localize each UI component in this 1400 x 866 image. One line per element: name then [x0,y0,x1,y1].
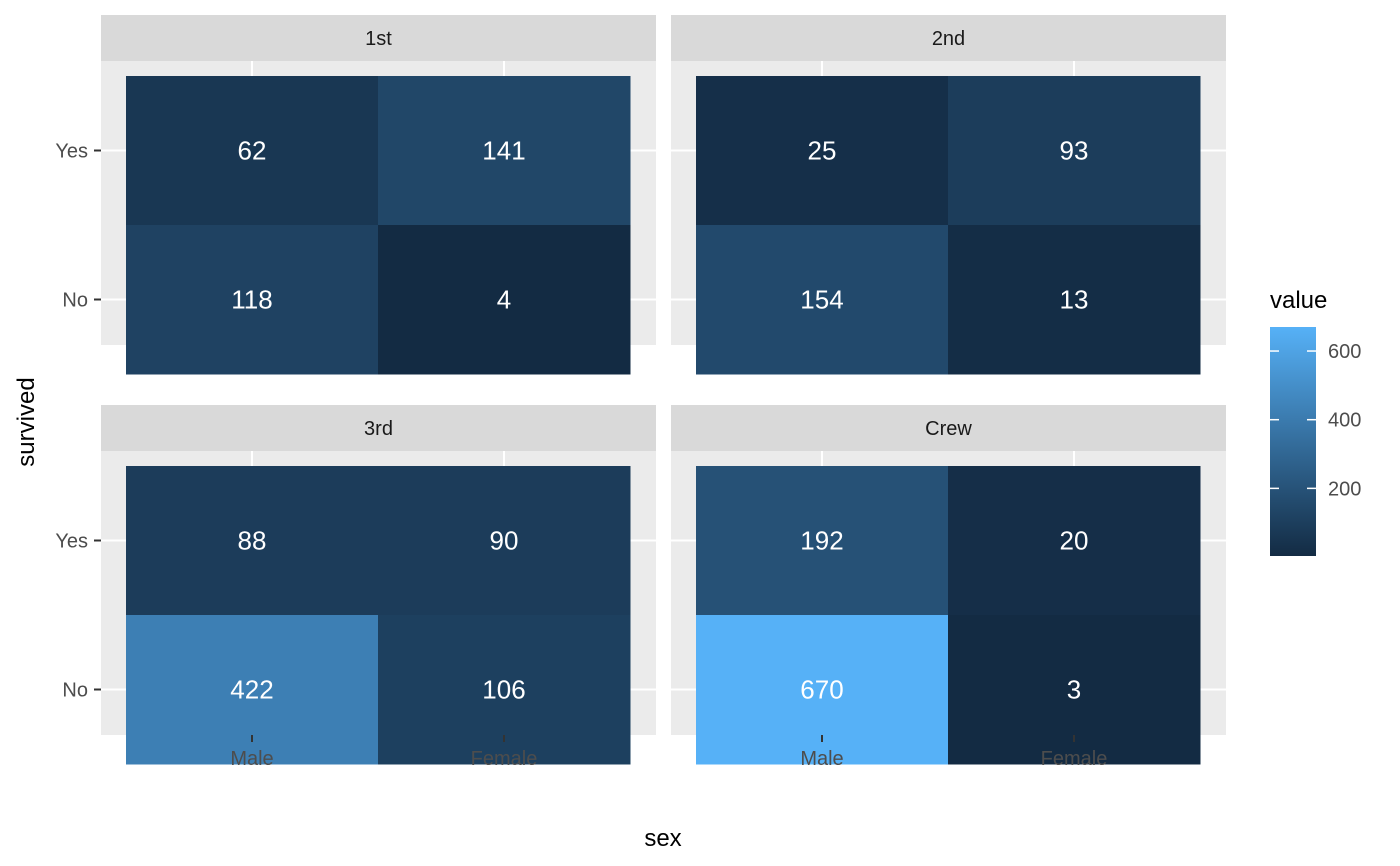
x-tick-label: Male [230,748,273,770]
cell-value-label: 13 [1060,285,1089,315]
cell-value-label: 192 [800,526,843,556]
cell-value-label: 88 [238,526,267,556]
y-tick-label: No [62,290,88,312]
legend-tick-label: 400 [1328,410,1361,432]
legend-colorbar [1270,327,1316,556]
x-tick-label: Male [800,748,843,770]
cell-value-label: 4 [497,285,511,315]
facet-strip-label: Crew [925,418,972,440]
y-tick-label: No [62,680,88,702]
facet-strip-label: 1st [365,28,392,50]
cell-value-label: 154 [800,285,843,315]
cell-value-label: 90 [490,526,519,556]
cell-value-label: 670 [800,675,843,705]
cell-value-label: 3 [1067,675,1081,705]
x-axis-title: sex [644,825,681,852]
legend-title: value [1270,287,1327,314]
y-axis-title: survived [13,377,40,466]
y-tick-label: Yes [55,141,88,163]
legend-tick-label: 200 [1328,478,1361,500]
x-tick-label: Female [471,748,538,770]
y-tick-label: Yes [55,531,88,553]
x-tick-label: Female [1041,748,1108,770]
legend-tick-label: 600 [1328,341,1361,363]
cell-value-label: 62 [238,136,267,166]
cell-value-label: 118 [231,285,272,315]
cell-value-label: 422 [230,675,273,705]
facet-strip-label: 2nd [932,28,965,50]
facet-strip-label: 3rd [364,418,393,440]
cell-value-label: 106 [482,675,525,705]
cell-value-label: 25 [808,136,837,166]
cell-value-label: 20 [1060,526,1089,556]
cell-value-label: 93 [1060,136,1089,166]
cell-value-label: 141 [482,136,525,166]
